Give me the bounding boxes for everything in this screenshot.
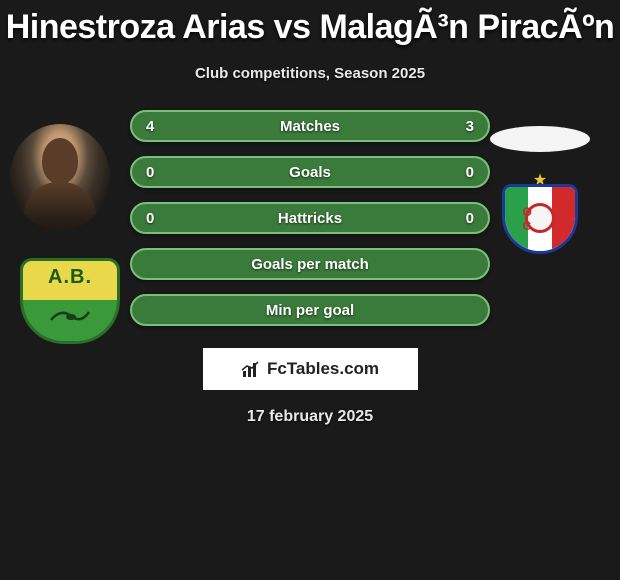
page-title: Hinestroza Arias vs MalagÃ³n PiracÃºn — [0, 8, 620, 47]
stat-row-min-per-goal: Min per goal — [130, 294, 490, 326]
player-photo-left — [10, 124, 110, 230]
stat-label: Min per goal — [266, 302, 354, 319]
branding-box: FcTables.com — [203, 348, 418, 390]
stat-right-value: 0 — [466, 210, 474, 227]
club-badge-right: ★ O C — [490, 178, 590, 264]
stat-label: Goals per match — [251, 256, 369, 273]
stat-left-value: 4 — [146, 118, 154, 135]
stat-label: Hattricks — [278, 210, 342, 227]
stat-left-value: 0 — [146, 164, 154, 181]
subtitle: Club competitions, Season 2025 — [0, 65, 620, 82]
player-photo-right-placeholder — [490, 126, 590, 152]
stat-row-hattricks: 0 Hattricks 0 — [130, 202, 490, 234]
stat-row-goals-per-match: Goals per match — [130, 248, 490, 280]
stat-label: Goals — [289, 164, 331, 181]
date-text: 17 february 2025 — [0, 408, 620, 426]
stat-right-value: 3 — [466, 118, 474, 135]
chart-icon — [241, 361, 261, 377]
branding-label: FcTables.com — [267, 359, 379, 379]
stat-right-value: 0 — [466, 164, 474, 181]
stats-list: 4 Matches 3 0 Goals 0 0 Hattricks 0 Goal… — [130, 110, 490, 326]
stat-left-value: 0 — [146, 210, 154, 227]
club-badge-left: A.B. — [20, 258, 120, 344]
badge-left-letters: A.B. — [20, 266, 120, 289]
stat-row-goals: 0 Goals 0 — [130, 156, 490, 188]
stat-row-matches: 4 Matches 3 — [130, 110, 490, 142]
badge-right-letters: O C — [523, 205, 558, 233]
stat-label: Matches — [280, 118, 340, 135]
